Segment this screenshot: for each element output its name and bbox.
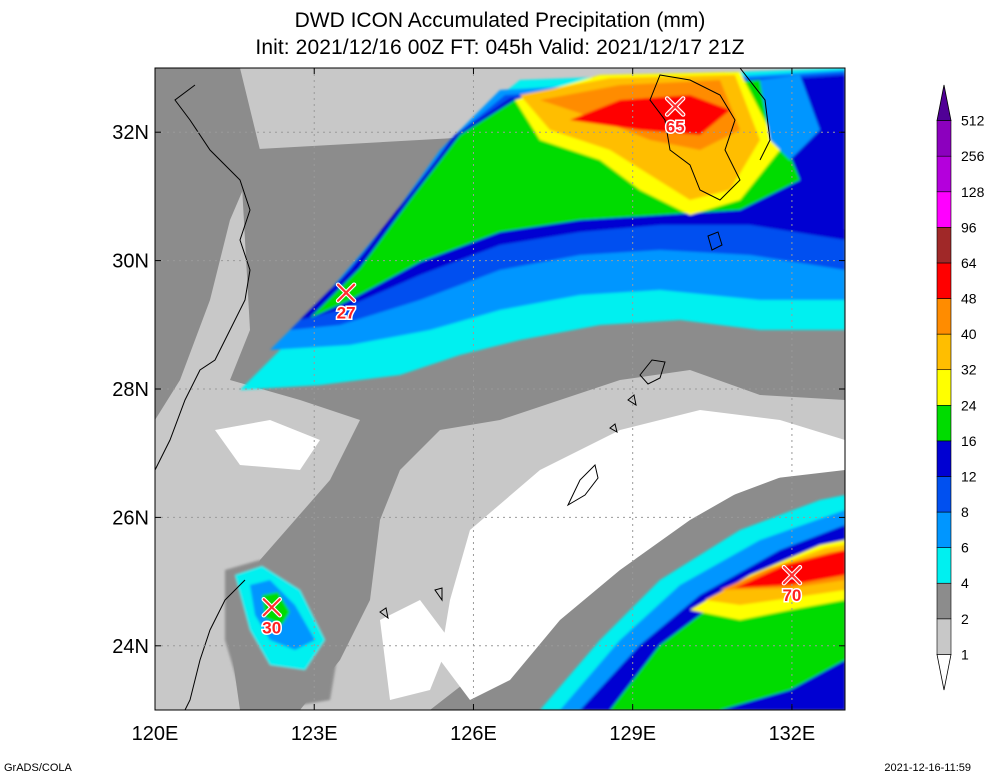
legend-swatch (936, 155, 952, 193)
legend-level-label: 256 (961, 148, 985, 164)
lon-tick-label: 120E (132, 723, 179, 745)
legend-level-label: 6 (961, 540, 969, 556)
legend-swatch (936, 333, 952, 371)
legend-swatch (936, 262, 952, 299)
legend-swatch (936, 191, 952, 228)
maxima-markers: 27 30 65 70 (261, 96, 803, 639)
legend-level-label: 512 (961, 113, 985, 129)
clear-area (215, 410, 845, 700)
lon-tick-label: 126E (450, 723, 497, 745)
legend-level-label: 32 (961, 362, 977, 378)
max-marker-label: 27 (337, 304, 356, 323)
legend-level-label: 96 (961, 219, 977, 235)
legend-level-label: 64 (961, 255, 977, 271)
lat-tick-label: 30N (112, 251, 149, 273)
legend-level-label: 24 (961, 397, 977, 413)
legend-swatch (936, 440, 952, 477)
legend-swatch (936, 298, 952, 335)
coastlines (155, 68, 771, 710)
max-marker-label: 70 (782, 586, 801, 605)
grid-lines (155, 68, 845, 710)
legend-swatch (936, 227, 952, 264)
legend-swatch (936, 511, 952, 548)
footer-credit: GrADS/COLA (4, 762, 72, 774)
legend-swatch (936, 582, 952, 620)
max-marker-label: 65 (666, 118, 685, 137)
legend-swatch (936, 120, 952, 157)
legend-level-label: 48 (961, 291, 977, 307)
legend-level-label: 1 (961, 646, 969, 662)
legend-swatch (936, 547, 952, 584)
lon-axis: 120E 123E 126E 129E 132E (132, 68, 816, 745)
map-title: DWD ICON Accumulated Precipitation (mm) (294, 9, 706, 32)
max-marker: 30 (261, 597, 283, 639)
max-marker: 27 (335, 282, 357, 324)
precip-field (155, 68, 845, 710)
lon-tick-label: 123E (291, 723, 338, 745)
legend-swatch (936, 369, 952, 406)
legend-level-label: 12 (961, 468, 977, 484)
lat-tick-label: 24N (112, 636, 149, 658)
max-marker-label: 30 (262, 618, 281, 637)
lon-tick-label: 129E (609, 723, 656, 745)
legend-swatch (936, 654, 952, 691)
map-subtitle: Init: 2021/12/16 00Z FT: 045h Valid: 202… (255, 36, 745, 59)
taiwan-cell (225, 560, 340, 710)
legend-level-label: 128 (961, 184, 985, 200)
legend-swatch (936, 84, 952, 121)
max-marker: 65 (664, 96, 686, 138)
legend-level-label: 4 (961, 575, 969, 591)
legend-level-label: 40 (961, 326, 977, 342)
lat-tick-label: 32N (112, 122, 149, 144)
legend-swatch (936, 404, 952, 442)
legend-level-label: 8 (961, 504, 969, 520)
lon-tick-label: 132E (769, 723, 816, 745)
max-marker: 70 (781, 564, 803, 607)
lat-axis: 24N 26N 28N 30N 32N (112, 122, 845, 658)
lat-tick-label: 28N (112, 379, 149, 401)
footer-timestamp: 2021-12-16-11:59 (884, 762, 971, 774)
lat-tick-label: 26N (112, 507, 149, 529)
legend-level-label: 16 (961, 433, 977, 449)
legend-swatch (936, 476, 952, 513)
legend-swatch (936, 618, 952, 655)
legend-level-label: 2 (961, 611, 969, 627)
